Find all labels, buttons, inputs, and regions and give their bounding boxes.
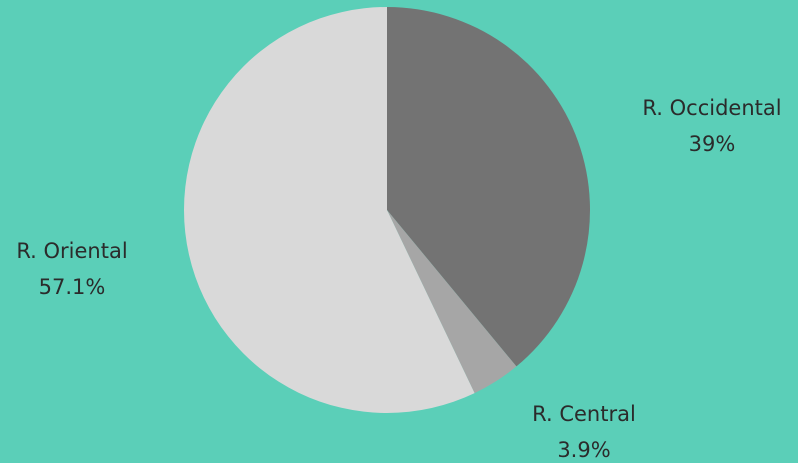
slice-value-oriental: 57.1% xyxy=(38,275,106,299)
slice-value-occidental: 39% xyxy=(688,132,736,156)
pie-slice-central xyxy=(387,210,517,394)
slice-label-central: R. Central 3.9% xyxy=(524,396,644,463)
slice-category-oriental: R. Oriental xyxy=(16,239,128,263)
pie-slice-oriental xyxy=(183,7,475,413)
slice-value-central: 3.9% xyxy=(557,438,611,462)
slice-category-central: R. Central xyxy=(532,402,636,426)
slice-category-occidental: R. Occidental xyxy=(642,96,782,120)
pie-slice-occidental xyxy=(387,7,591,367)
slice-label-oriental: R. Oriental 57.1% xyxy=(8,233,136,305)
slice-label-occidental: R. Occidental 39% xyxy=(630,90,794,162)
